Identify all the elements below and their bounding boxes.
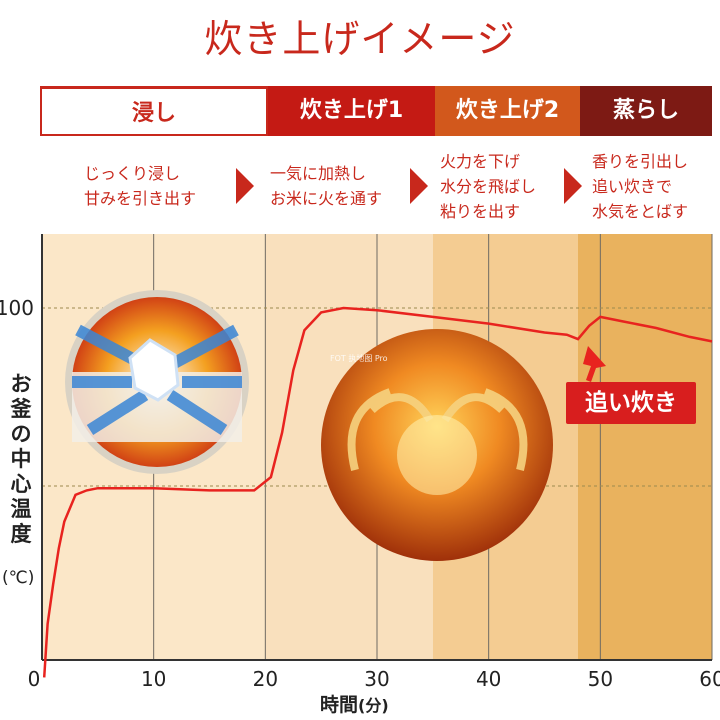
x-axis-label-main: 時間 [320, 694, 359, 716]
arrow-right-icon [410, 168, 428, 204]
phase-soak-header: 浸し [40, 86, 268, 136]
reheat-callout: 追い炊き [566, 382, 696, 424]
desc-line: 粘りを出す [440, 201, 521, 221]
y-axis-label: お 釜 の 中 心 温 度 [8, 372, 34, 547]
y-axis-label-char: 釜 [10, 397, 32, 421]
watermark-text: FOT 执地图 Pro [330, 354, 388, 363]
phase-steam-description: 香りを引出し 追い炊きで 水気をとばす [592, 140, 712, 232]
y-axis-unit: (℃) [2, 568, 35, 588]
y-axis-label-char: の [10, 422, 32, 446]
y-axis-label-char: 中 [10, 447, 32, 471]
arrow-right-icon [236, 168, 254, 204]
axes [41, 234, 712, 661]
y-tick-label: 100 [0, 296, 34, 320]
desc-line: 甘みを引き出す [84, 189, 197, 208]
x-tick-label: 50 [588, 667, 613, 691]
desc-line: お米に火を通す [270, 189, 383, 208]
x-tick-label: 0 [28, 667, 41, 691]
desc-line: 追い炊きで [592, 176, 673, 196]
phase-cook1-header: 炊き上げ1 [268, 86, 435, 136]
phase-header-row: 浸し 炊き上げ1 炊き上げ2 蒸らし [40, 86, 712, 136]
tick-labels: 0 10 20 30 40 50 60 100 [0, 296, 720, 691]
phase-cook1-description: 一気に加熱し お米に火を通す [270, 140, 430, 232]
y-axis-label-char: 温 [10, 497, 32, 521]
desc-line: 香りを引出し [592, 151, 689, 171]
x-axis-label: 時間(分) [320, 690, 389, 717]
x-tick-label: 20 [253, 667, 278, 691]
x-axis-label-unit: (分) [358, 696, 389, 715]
y-axis-label-char: お [10, 372, 32, 396]
page-title: 炊き上げイメージ [204, 17, 516, 61]
phase-description-row: じっくり浸し 甘みを引き出す 一気に加熱し お米に火を通す 火力を下げ 水分を飛… [40, 140, 712, 232]
x-tick-label: 30 [364, 667, 389, 691]
x-tick-label: 10 [141, 667, 166, 691]
y-axis-label-char: 心 [10, 472, 32, 496]
pointer-arrow-icon [583, 346, 606, 382]
desc-line: 水気をとばす [592, 201, 689, 221]
phase-steam-header: 蒸らし [580, 86, 712, 136]
desc-line: 一気に加熱し [270, 164, 367, 183]
boiling-pot-illustration [321, 329, 553, 561]
soaking-rice-illustration [65, 290, 249, 474]
x-tick-label: 40 [476, 667, 501, 691]
temperature-line [42, 306, 713, 678]
phase-cook2-description: 火力を下げ 水分を飛ばし 粘りを出す [440, 140, 570, 232]
desc-line: じっくり浸し [84, 164, 181, 183]
phase-band [578, 234, 712, 660]
desc-line: 火力を下げ [440, 151, 521, 171]
y-axis-label-char: 度 [10, 522, 32, 546]
phase-soak-description: じっくり浸し 甘みを引き出す [84, 140, 254, 232]
phase-cook2-header: 炊き上げ2 [435, 86, 580, 136]
arrow-right-icon [564, 168, 582, 204]
x-tick-label: 60 [699, 667, 720, 691]
desc-line: 水分を飛ばし [440, 176, 537, 196]
